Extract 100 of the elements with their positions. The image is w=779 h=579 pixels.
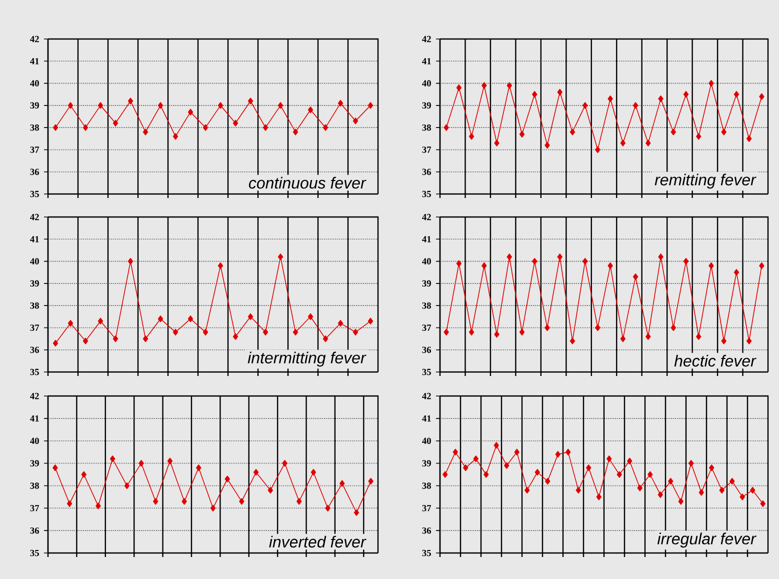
point — [172, 328, 178, 336]
point — [292, 128, 298, 136]
annotation: inverted fever — [269, 536, 366, 548]
point — [282, 460, 288, 467]
point — [524, 486, 530, 494]
point — [224, 476, 230, 482]
point — [532, 91, 538, 98]
point — [632, 102, 638, 109]
point — [463, 464, 468, 472]
point — [278, 102, 284, 109]
point — [759, 93, 764, 100]
point — [253, 468, 259, 476]
y-tick-label: 39 — [30, 460, 39, 466]
point — [138, 460, 144, 467]
point — [142, 128, 148, 136]
point — [514, 448, 520, 456]
point — [292, 328, 298, 336]
point — [494, 331, 500, 338]
point — [746, 338, 752, 344]
point — [484, 471, 489, 478]
point — [734, 269, 740, 276]
point — [322, 124, 328, 131]
point — [670, 324, 676, 332]
point — [153, 498, 158, 505]
y-tick-label: 37 — [30, 324, 40, 331]
y-tick-label: 38 — [30, 482, 39, 489]
point — [740, 494, 745, 500]
point — [82, 338, 88, 344]
point — [232, 333, 238, 340]
y-tick-label: 36 — [30, 346, 40, 353]
y-tick-label: 41 — [30, 415, 39, 422]
point — [368, 478, 374, 485]
point — [750, 486, 756, 494]
point — [683, 258, 689, 265]
point — [96, 502, 101, 510]
point — [442, 471, 448, 478]
point — [262, 124, 268, 131]
point — [646, 140, 651, 146]
point — [98, 102, 104, 109]
point — [746, 135, 752, 142]
point — [482, 262, 487, 270]
point — [504, 462, 510, 469]
point — [532, 258, 538, 265]
point — [456, 260, 462, 267]
annotation: continuous fever — [248, 176, 366, 189]
point — [760, 500, 766, 507]
y-tick-label: 39 — [422, 102, 431, 109]
point — [721, 338, 726, 344]
y-tick-label: 35 — [422, 190, 431, 198]
point — [595, 324, 600, 332]
point — [544, 324, 550, 332]
point — [352, 118, 358, 124]
point — [570, 128, 576, 136]
point — [158, 316, 164, 322]
point — [188, 316, 194, 322]
point — [468, 328, 474, 336]
y-tick-label: 41 — [422, 236, 431, 242]
annotation: remitting fever — [654, 174, 756, 189]
point — [81, 471, 86, 478]
point — [557, 254, 562, 260]
point — [678, 498, 684, 505]
point — [637, 484, 642, 492]
y-tick-label: 42 — [422, 392, 431, 400]
point — [596, 494, 602, 500]
y-tick-label: 35 — [30, 368, 39, 376]
point — [506, 254, 512, 260]
y-tick-label: 36 — [422, 346, 432, 353]
point — [110, 455, 116, 462]
y-tick-label: 42 — [30, 36, 39, 42]
point — [210, 504, 216, 512]
point — [494, 140, 500, 146]
point — [606, 455, 612, 462]
y-tick-label: 41 — [30, 236, 39, 242]
point — [98, 318, 104, 324]
point — [557, 88, 562, 96]
y-tick-label: 39 — [422, 280, 431, 287]
y-tick-label: 42 — [30, 392, 39, 400]
y-tick-label: 38 — [422, 482, 431, 489]
point — [278, 254, 284, 260]
point — [688, 460, 694, 467]
y-tick-label: 36 — [422, 168, 432, 175]
point — [338, 320, 344, 327]
annotation: hectic fever — [674, 354, 756, 367]
point — [544, 142, 550, 149]
point — [112, 120, 118, 126]
point — [668, 478, 674, 485]
y-tick-label: 37 — [422, 324, 432, 331]
annotation: irregular fever — [657, 532, 756, 548]
y-tick-label: 38 — [30, 302, 39, 309]
point — [66, 500, 72, 507]
y-tick-label: 40 — [422, 80, 431, 86]
point — [730, 478, 735, 485]
y-tick-label: 37 — [30, 505, 40, 512]
point — [239, 498, 244, 505]
point — [616, 471, 622, 478]
point — [482, 82, 487, 89]
point — [352, 328, 358, 336]
point — [506, 82, 512, 89]
point — [709, 464, 714, 472]
point — [232, 120, 238, 126]
